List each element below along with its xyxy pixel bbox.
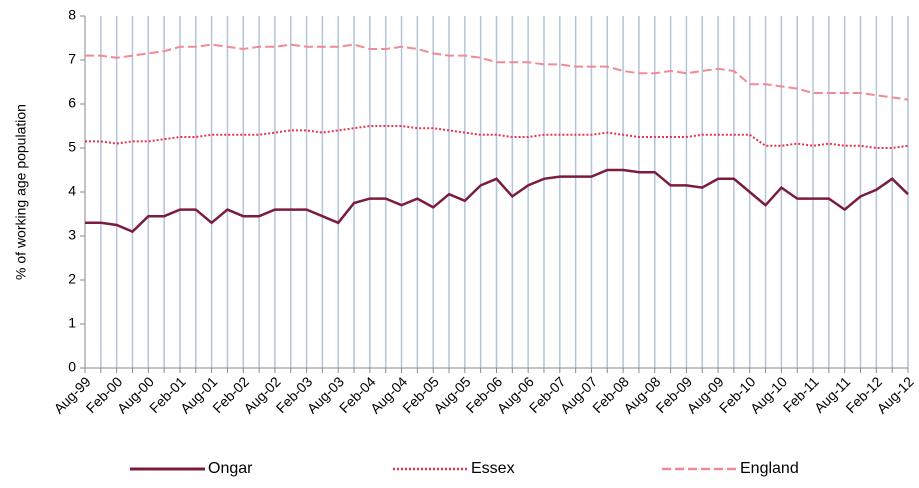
series-line	[85, 168, 909, 234]
y-tick-label: 3	[68, 227, 76, 243]
y-tick-label: 5	[68, 139, 76, 155]
y-tick-label: 0	[68, 359, 76, 375]
y-tick-label: 8	[68, 7, 76, 23]
y-tick-label: 7	[68, 51, 76, 67]
series-line	[85, 125, 909, 149]
legend-label: England	[740, 460, 799, 477]
y-tick-label: 1	[68, 315, 76, 331]
y-axis-label: % of working age population	[13, 104, 29, 280]
y-tick-label: 2	[68, 271, 76, 287]
legend-label: Essex	[471, 460, 515, 477]
series-line	[85, 43, 909, 101]
legend-label: Ongar	[208, 460, 253, 477]
y-tick-label: 6	[68, 95, 76, 111]
y-tick-label: 4	[68, 183, 76, 199]
